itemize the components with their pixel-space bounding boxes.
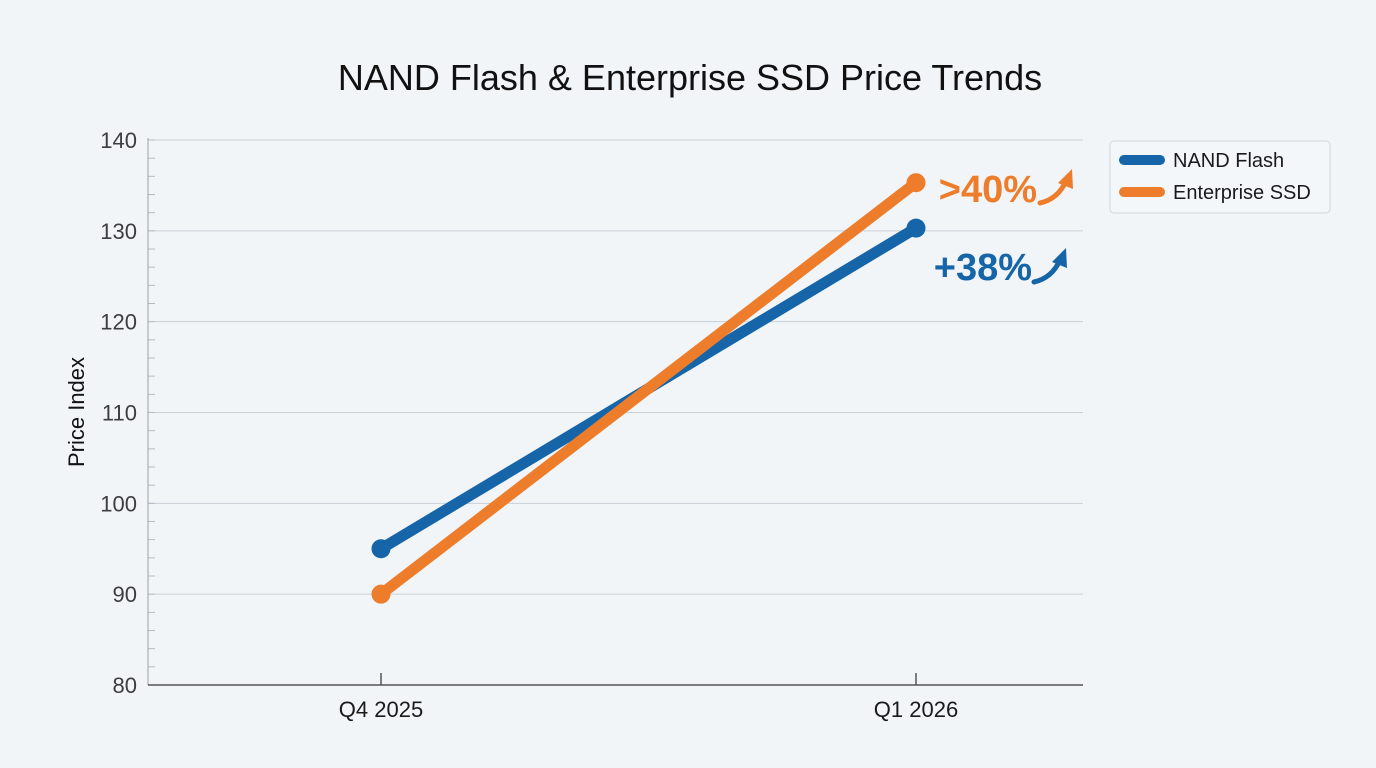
y-tick-label: 120 — [100, 310, 137, 335]
up-arrow-icon — [1037, 169, 1073, 206]
data-point — [906, 173, 926, 193]
series-layer — [371, 173, 926, 604]
data-point — [371, 584, 391, 604]
data-point — [371, 539, 391, 559]
y-tick-label: 130 — [100, 219, 137, 244]
chart-title: NAND Flash & Enterprise SSD Price Trends — [338, 57, 1042, 98]
legend-label: NAND Flash — [1173, 150, 1284, 172]
x-tick-label: Q4 2025 — [339, 697, 423, 722]
series-line — [375, 177, 922, 600]
y-tick-label: 90 — [113, 582, 137, 607]
y-tick-label: 80 — [113, 673, 137, 698]
data-point — [906, 218, 926, 238]
y-tick-label: 110 — [102, 401, 137, 426]
legend-box — [1109, 140, 1331, 214]
legend: NAND Flash Enterprise SSD — [1109, 140, 1331, 214]
x-tick-label: Q1 2026 — [874, 697, 958, 722]
legend-item: NAND Flash — [1119, 150, 1284, 172]
annotation-label: >40% — [939, 169, 1037, 211]
y-tick-label: 140 — [100, 128, 137, 153]
annotation-label: +38% — [934, 247, 1032, 289]
y-axis-label: Price Index — [64, 357, 89, 467]
legend-label: Enterprise SSD — [1173, 182, 1311, 204]
annotations: +38% >40% — [934, 169, 1073, 289]
legend-item: Enterprise SSD — [1119, 182, 1311, 204]
series-enterprise-ssd — [371, 173, 926, 604]
axes: 80 90 100 110 120 130 140 Q4 2025 Q1 2026 — [100, 128, 1083, 722]
up-arrow-icon — [1031, 248, 1067, 285]
y-tick-label: 100 — [100, 491, 137, 516]
